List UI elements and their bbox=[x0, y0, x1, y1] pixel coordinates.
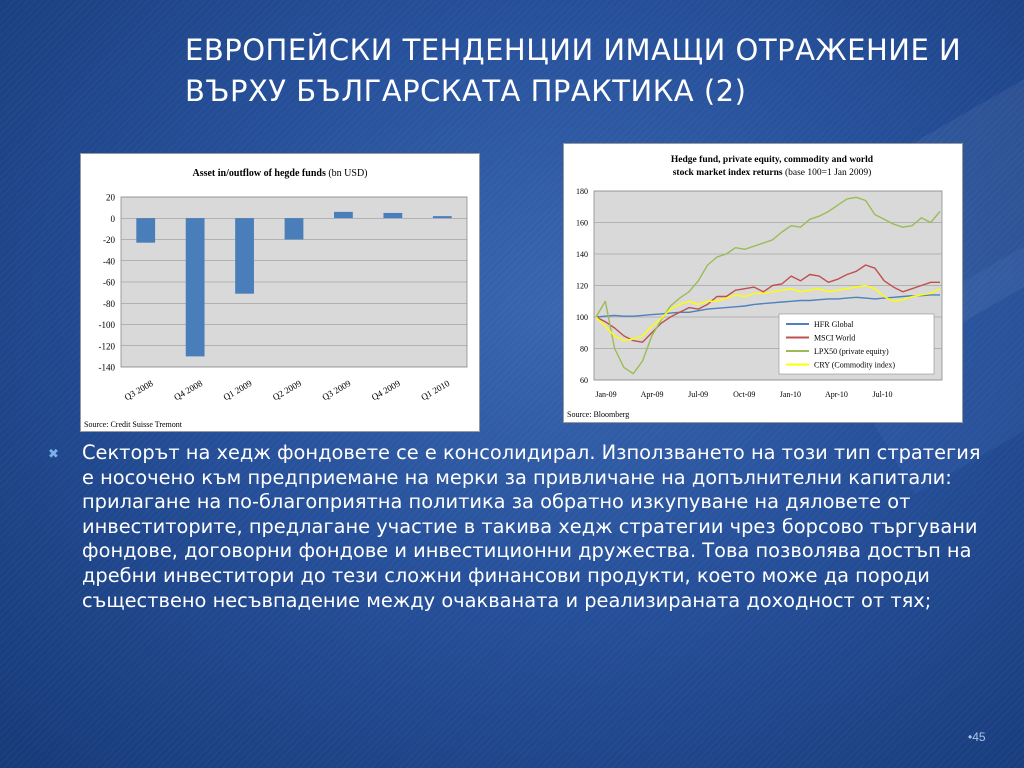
y-tick-label: 80 bbox=[580, 345, 588, 354]
bar-chart-title: Asset in/outflow of hegde funds (bn USD) bbox=[192, 168, 367, 179]
bar bbox=[136, 218, 156, 243]
legend-label: HFR Global bbox=[814, 320, 854, 329]
x-tick-label: Q1 2009 bbox=[222, 378, 254, 403]
y-tick-label: -100 bbox=[99, 320, 116, 330]
x-tick-label: Jan-09 bbox=[595, 390, 616, 399]
x-tick-label: Q3 2008 bbox=[123, 378, 155, 403]
x-tick-label: Q3 2009 bbox=[320, 378, 352, 403]
x-tick-label: Apr-10 bbox=[825, 390, 848, 399]
series-line bbox=[595, 196, 941, 375]
y-tick-label: 60 bbox=[580, 376, 588, 385]
y-tick-label: 0 bbox=[111, 214, 116, 224]
series-line bbox=[595, 284, 941, 342]
x-tick-label: Jan-10 bbox=[780, 390, 801, 399]
bar-chart-source: Source: Credit Suisse Tremont bbox=[84, 420, 183, 429]
y-tick-label: -60 bbox=[103, 278, 115, 288]
x-tick-label: Jul-09 bbox=[688, 390, 708, 399]
bar-chart-panel: Asset in/outflow of hegde funds (bn USD)… bbox=[80, 153, 480, 432]
bar bbox=[235, 218, 254, 294]
y-tick-label: -40 bbox=[103, 256, 115, 266]
bullet-list: ✖ Секторът на хедж фондовете се е консол… bbox=[48, 441, 998, 613]
x-tick-label: Q1 2010 bbox=[419, 378, 451, 403]
bar bbox=[284, 218, 304, 240]
bar-chart: Asset in/outflow of hegde funds (bn USD)… bbox=[84, 168, 468, 429]
y-tick-label: 160 bbox=[576, 219, 588, 228]
x-tick-label: Apr-09 bbox=[641, 390, 664, 399]
bar bbox=[432, 216, 452, 219]
y-tick-label: 20 bbox=[106, 193, 116, 203]
legend-label: MSCI World bbox=[814, 334, 855, 343]
x-tick-label: Jul-10 bbox=[873, 390, 893, 399]
x-bullet-icon: ✖ bbox=[48, 446, 59, 461]
line-chart-panel: Hedge fund, private equity, commodity an… bbox=[563, 143, 963, 423]
bar bbox=[334, 211, 353, 219]
y-tick-label: 100 bbox=[576, 313, 588, 322]
series-line bbox=[595, 264, 940, 343]
bar bbox=[185, 218, 205, 357]
y-tick-label: 140 bbox=[576, 250, 588, 259]
y-tick-label: -80 bbox=[103, 299, 115, 309]
page-number: •45 bbox=[968, 730, 986, 744]
line-chart-title-line1: Hedge fund, private equity, commodity an… bbox=[671, 155, 874, 165]
series-line bbox=[595, 294, 940, 318]
bullet-paragraph: Секторът на хедж фондовете се е консолид… bbox=[82, 441, 981, 612]
y-tick-label: -20 bbox=[103, 235, 115, 245]
x-tick-label: Q2 2009 bbox=[271, 378, 303, 403]
legend-label: CRY (Commodity index) bbox=[814, 361, 895, 370]
x-tick-label: Q4 2008 bbox=[172, 378, 204, 403]
x-tick-label: Q4 2009 bbox=[370, 378, 402, 403]
line-chart-source: Source: Bloomberg bbox=[567, 410, 629, 419]
y-tick-label: 120 bbox=[576, 282, 588, 291]
y-tick-label: -120 bbox=[99, 341, 116, 351]
line-chart: Hedge fund, private equity, commodity an… bbox=[567, 155, 943, 419]
slide-title: ЕВРОПЕЙСКИ ТЕНДЕНЦИИ ИМАЩИ ОТРАЖЕНИЕ И В… bbox=[185, 33, 962, 108]
y-tick-label: -140 bbox=[99, 363, 116, 373]
bar bbox=[383, 212, 403, 219]
legend-label: LPX50 (private equity) bbox=[814, 347, 889, 356]
line-chart-title-line2: stock market index returns (base 100=1 J… bbox=[673, 167, 872, 178]
x-tick-label: Oct-09 bbox=[733, 390, 755, 399]
y-tick-label: 180 bbox=[576, 187, 588, 196]
